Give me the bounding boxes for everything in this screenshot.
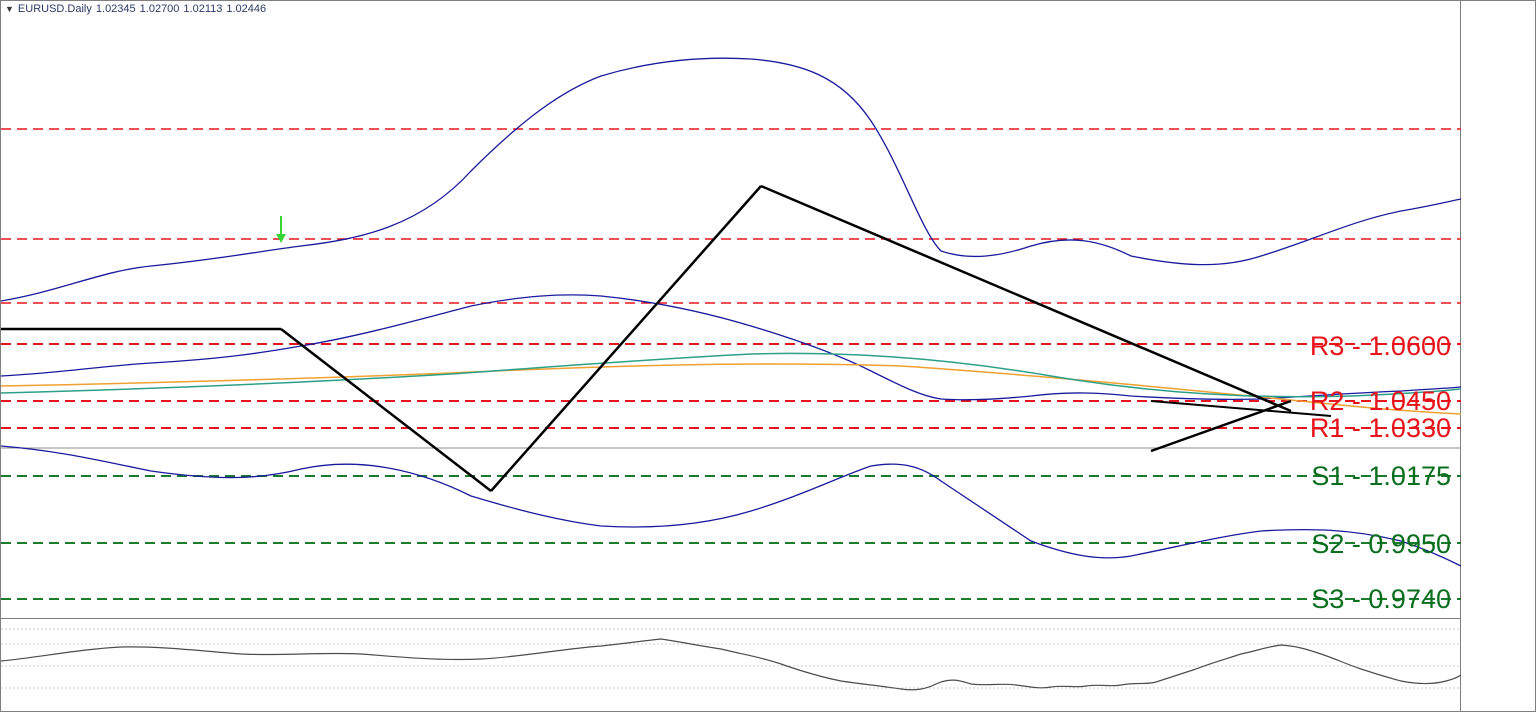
r1-label: R1 - 1.0330: [1051, 413, 1451, 444]
bollinger-upper-band: [1, 58, 1461, 301]
symbol-dropdown-arrow[interactable]: ▼: [5, 4, 14, 14]
s2-label: S2 - 0.9950: [1051, 529, 1451, 560]
ohlc-open-label: 1.02345: [96, 3, 136, 15]
ohlc-low-label: 1.02113: [183, 3, 222, 15]
price-chart-pane[interactable]: [1, 1, 1461, 619]
ohlc-close-label: 1.02446: [226, 3, 266, 15]
rsi-line-path: [1, 639, 1461, 690]
trading-chart-app: ▼ EURUSD.Daily 1.02345 1.02700 1.02113 1…: [0, 0, 1536, 712]
rsi-indicator-pane[interactable]: RSI(14) 36.8313: [1, 619, 1461, 712]
trend-line-down-2: [761, 186, 1291, 411]
r3-label: R3 - 1.0600: [1051, 331, 1451, 362]
s1-label: S1 - 1.0175: [1051, 461, 1451, 492]
symbol-name-label: EURUSD.Daily: [18, 3, 92, 15]
ohlc-high-label: 1.02700: [140, 3, 180, 15]
symbol-header: ▼ EURUSD.Daily 1.02345 1.02700 1.02113 1…: [5, 3, 266, 15]
price-axis-pane: [1461, 1, 1536, 712]
s3-label: S3 - 0.9740: [1051, 584, 1451, 615]
trend-line-up-1: [491, 186, 761, 491]
